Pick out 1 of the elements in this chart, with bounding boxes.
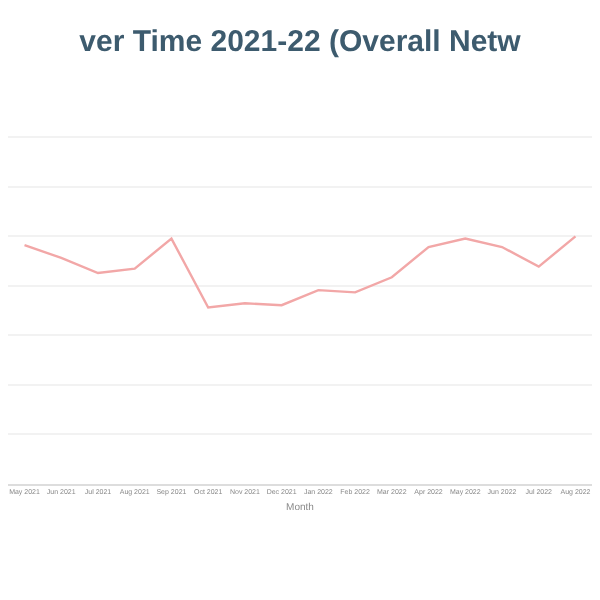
chart-title: ver Time 2021-22 (Overall Netw <box>79 25 522 59</box>
